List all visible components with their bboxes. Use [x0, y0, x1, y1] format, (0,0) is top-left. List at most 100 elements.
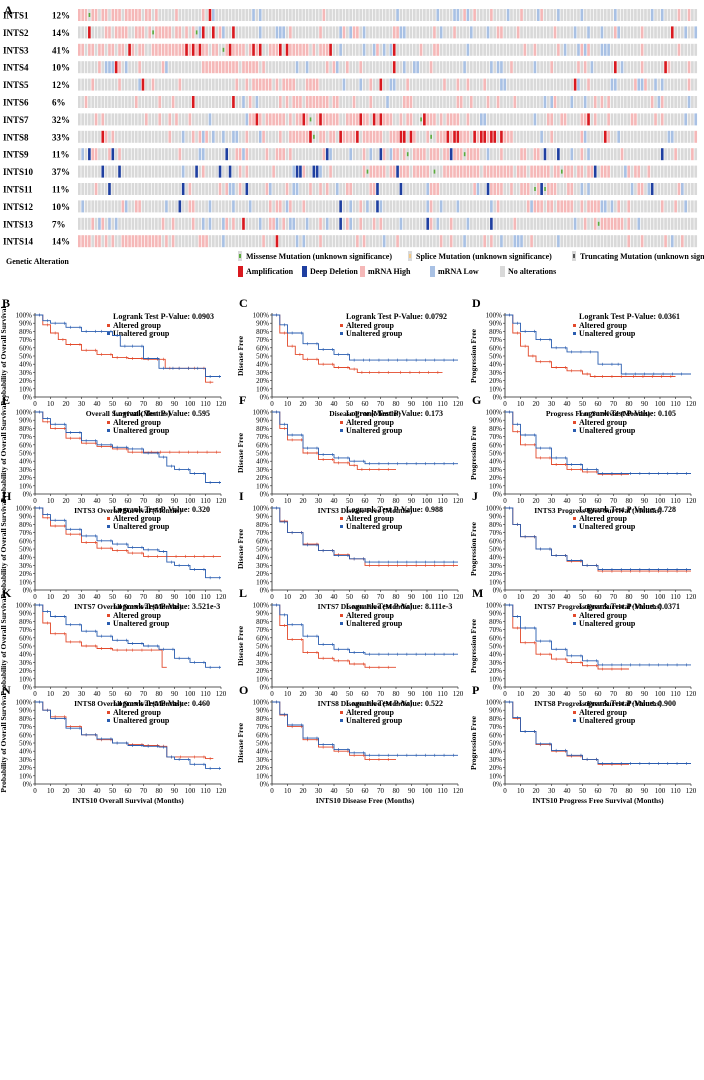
sample-cell [469, 235, 473, 248]
sample-cell [630, 217, 634, 230]
sample-cell [131, 96, 135, 108]
sample-cell [456, 61, 460, 74]
sample-cell [366, 200, 369, 213]
x-tick-label: 100 [185, 690, 196, 698]
sample-cell [356, 165, 359, 178]
sample-cell [469, 217, 473, 230]
sample-cell [128, 148, 131, 161]
x-tick-label: 20 [533, 593, 541, 601]
sample-cell [406, 96, 409, 108]
sample-cell [500, 235, 503, 248]
sample-cell [647, 43, 651, 56]
sample-cell [580, 235, 584, 248]
legend-marker-unaltered [107, 332, 110, 335]
sample-cell [630, 165, 634, 178]
sample-cell [670, 148, 674, 161]
sample-cell [570, 200, 574, 213]
sample-cell [222, 235, 225, 248]
sample-cell [235, 217, 239, 230]
sample-cell [423, 61, 426, 74]
sample-cell [480, 235, 483, 248]
x-tick-label: 40 [94, 787, 102, 795]
x-tick-label: 90 [408, 497, 416, 505]
y-tick-label: 80% [489, 521, 502, 529]
x-tick-label: 120 [216, 400, 227, 408]
y-tick-label: 70% [489, 433, 502, 441]
sample-cell [98, 43, 101, 56]
sample-cell [496, 200, 500, 213]
x-axis-label: INTS7 Progress Free Survival (Months) [534, 602, 662, 611]
sample-cell [359, 113, 363, 126]
sample-cell [124, 78, 128, 91]
sample-cell [322, 113, 326, 126]
sample-cell [587, 217, 590, 230]
sample-cell [158, 43, 162, 56]
sample-cell [349, 9, 352, 21]
sample-cell [111, 113, 115, 126]
sample-cell [181, 183, 185, 195]
sample-cell [88, 165, 91, 178]
x-tick-label: 30 [548, 690, 556, 698]
sample-cell [151, 183, 155, 195]
sample-cell [500, 217, 503, 230]
legend-marker-unaltered [340, 719, 343, 722]
sample-cell [165, 96, 168, 108]
sample-cell [305, 96, 309, 108]
sample-cell [332, 165, 336, 178]
sample-cell [335, 183, 339, 195]
sample-cell [550, 217, 553, 230]
panel-label: E [2, 393, 10, 407]
sample-cell [101, 200, 105, 213]
unaltered-curve [272, 701, 458, 756]
sample-cell [178, 78, 182, 91]
sample-cell [366, 9, 369, 21]
sample-cell [543, 26, 547, 39]
x-tick-label: 50 [109, 593, 117, 601]
sample-cell [486, 200, 490, 213]
sample-cell [255, 9, 259, 21]
sample-cell [590, 148, 594, 161]
x-tick-label: 50 [109, 787, 117, 795]
y-tick-label: 60% [489, 731, 502, 739]
y-tick-label: 0% [493, 491, 503, 499]
sample-cell [165, 43, 168, 56]
legend-item: mRNA Low [430, 266, 479, 277]
x-tick-label: 50 [579, 593, 587, 601]
sample-cell [376, 113, 379, 126]
sample-cell [319, 43, 322, 56]
sample-cell [91, 43, 95, 56]
sample-cell [158, 78, 162, 91]
sample-cell [91, 61, 95, 74]
sample-cell [603, 130, 607, 143]
sample-cell [275, 78, 279, 91]
sample-cell [587, 43, 590, 56]
y-tick-label: 80% [256, 521, 269, 529]
sample-cell [674, 235, 677, 248]
sample-cell [265, 148, 269, 161]
sample-cell [285, 200, 289, 213]
sample-cell [245, 130, 249, 143]
sample-cell [413, 113, 416, 126]
x-axis-label: Overall Survival (Months) [86, 409, 171, 418]
sample-cell [262, 200, 265, 213]
sample-cell [235, 165, 239, 178]
sample-cell [372, 200, 376, 213]
sample-cell [359, 217, 363, 230]
sample-cell [282, 9, 285, 21]
sample-cell [560, 217, 564, 230]
sample-cell [550, 148, 553, 161]
sample-cell [302, 130, 306, 143]
sample-cell [396, 96, 399, 108]
missense-mark [433, 169, 436, 174]
sample-cell [543, 9, 547, 21]
sample-cell [603, 165, 607, 178]
sample-cell [342, 200, 346, 213]
sample-cell [218, 78, 222, 91]
sample-cell [379, 183, 383, 195]
y-tick-label: 50% [19, 740, 32, 748]
sample-cell [208, 61, 212, 74]
sample-cell [168, 9, 172, 21]
sample-cell [496, 43, 500, 56]
sample-cell [175, 78, 178, 91]
sample-cell [553, 9, 557, 21]
